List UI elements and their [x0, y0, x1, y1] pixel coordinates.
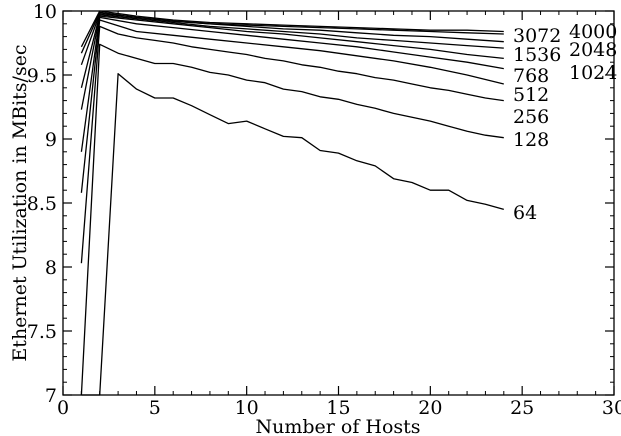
y-tick-label: 8.5: [27, 193, 57, 215]
series-label-768: 768: [513, 65, 549, 87]
series-label-3072: 3072: [513, 25, 561, 47]
y-tick-label: 8: [45, 257, 57, 279]
tick-labels: 0 5 10 15 20 25 30 7 7.5 8 8.5 9 9.5 10: [27, 1, 621, 419]
series-lines: [80, 10, 504, 396]
y-axis-label: Ethernet Utilization in MBits/sec: [9, 44, 31, 361]
series-label-2048: 2048: [569, 39, 617, 61]
y-tick-label: 7: [45, 385, 57, 407]
y-tick-label: 10: [33, 1, 57, 23]
y-tick-label: 9.5: [27, 65, 57, 87]
series-label-1536: 1536: [513, 44, 561, 66]
series-line-1024: [80, 15, 504, 110]
series-line-4000: [80, 10, 504, 48]
series-line-512: [80, 19, 504, 193]
series-line-768: [80, 16, 504, 152]
y-tick-label: 7.5: [27, 321, 57, 343]
x-tick-label: 25: [510, 397, 534, 419]
series-line-64: [81, 73, 504, 396]
x-tick-label: 0: [57, 397, 69, 419]
x-tick-label: 15: [326, 397, 350, 419]
x-tick-label: 20: [418, 397, 442, 419]
x-tick-label: 5: [149, 397, 161, 419]
series-label-4000: 4000: [569, 21, 617, 43]
x-axis-label: Number of Hosts: [255, 416, 420, 436]
series-label-1024: 1024: [569, 62, 617, 84]
series-label-512: 512: [513, 84, 549, 106]
series-label-256: 256: [513, 106, 549, 128]
x-tick-label: 30: [602, 397, 621, 419]
series-line-256: [80, 25, 504, 264]
x-tick-label: 10: [235, 397, 259, 419]
series-line-1536: [80, 14, 504, 88]
series-label-64: 64: [513, 202, 537, 224]
series-line-128: [80, 43, 504, 396]
series-label-128: 128: [513, 129, 549, 151]
y-tick-label: 9: [45, 129, 57, 151]
series-line-3072: [80, 11, 504, 54]
